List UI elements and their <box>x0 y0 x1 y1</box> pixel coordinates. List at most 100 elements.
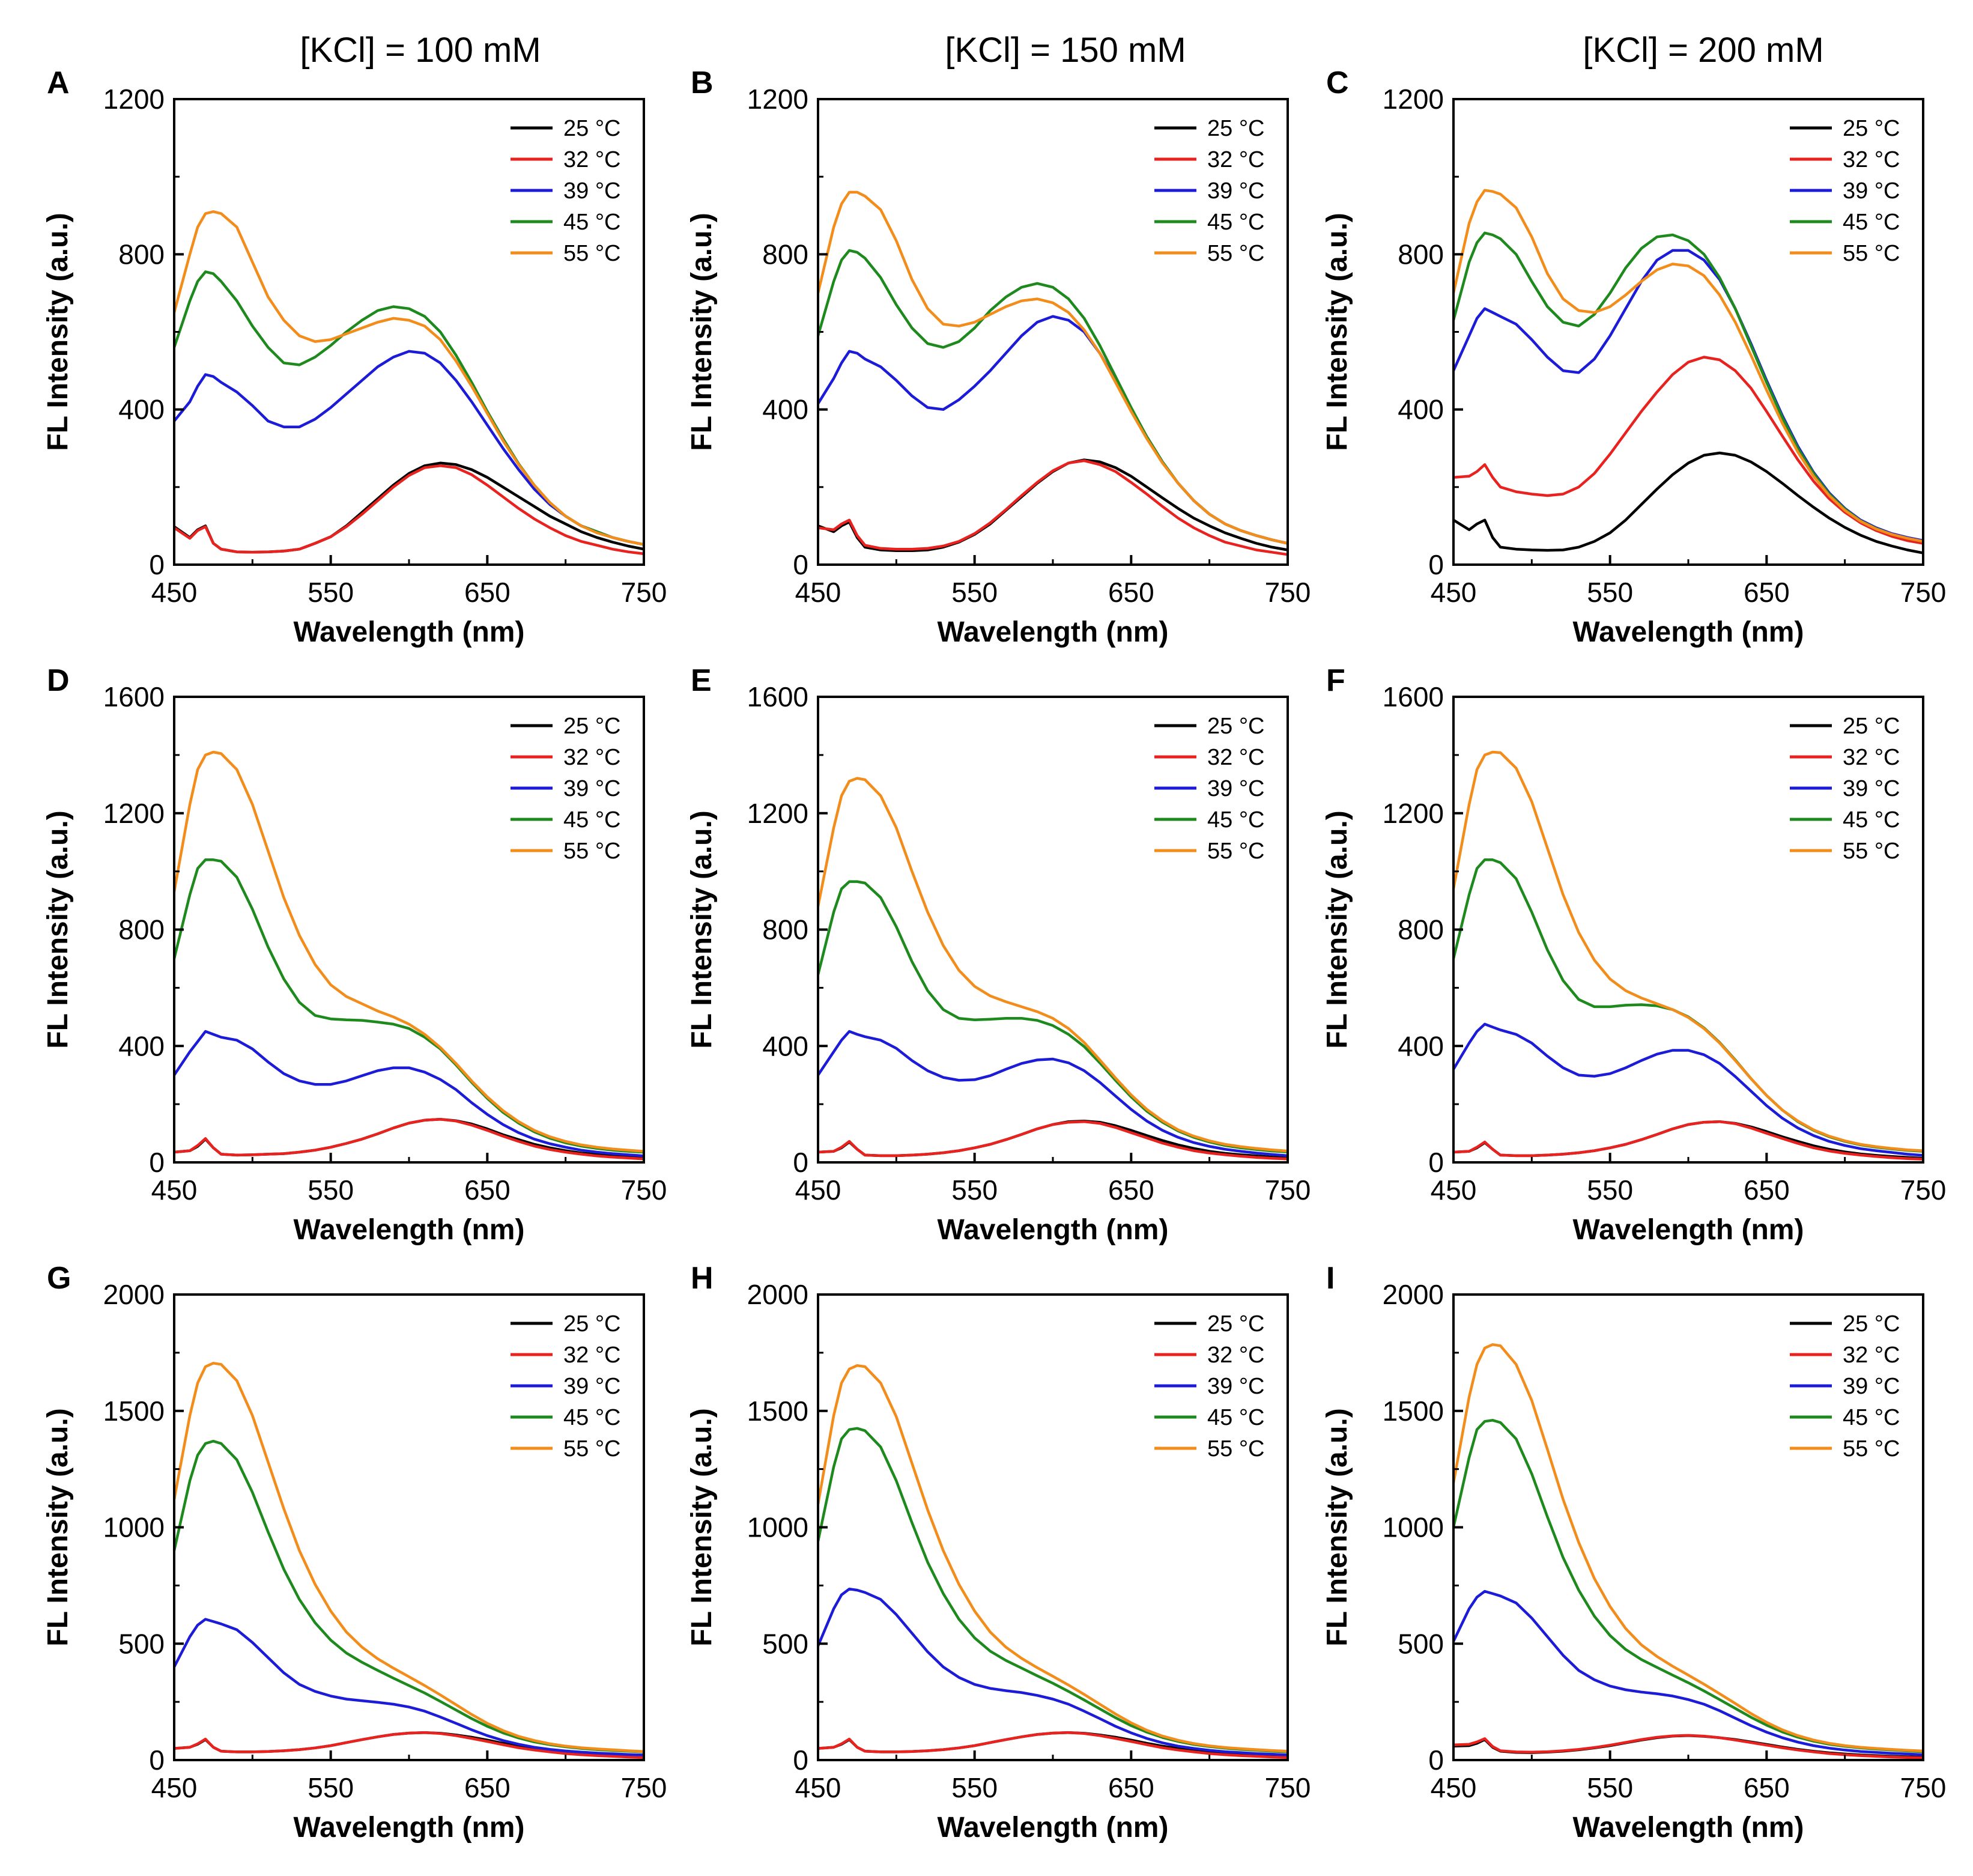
panel-a: A 450 550 650 750 0 400 800 1200 Wavelength (nm) F… <box>42 65 667 648</box>
legend-label: 39 °C <box>563 1374 620 1399</box>
x-axis-title: Wavelength (nm) <box>938 1812 1169 1844</box>
y-tick-label: 1500 <box>1383 1395 1444 1427</box>
y-tick-label: 1500 <box>747 1395 808 1427</box>
legend: 25 °C 32 °C 39 °C 45 °C 55 °C <box>1154 714 1264 864</box>
y-tick-label: 400 <box>762 1030 808 1061</box>
x-tick-label: 650 <box>464 1772 511 1803</box>
series-line-32c <box>173 464 644 556</box>
y-tick-label: 1600 <box>1383 681 1444 712</box>
legend-label: 25 °C <box>1207 714 1264 739</box>
panel-b: B 450 550 650 750 0 400 800 1200 Wavelength (nm) F… <box>686 65 1311 648</box>
legend-label: 32 °C <box>1843 745 1900 770</box>
y-tick-label: 2000 <box>103 1279 165 1310</box>
series-line-55c <box>1452 1343 1924 1753</box>
legend-label: 32 °C <box>1843 147 1900 172</box>
legend: 25 °C 32 °C 39 °C 45 °C 55 °C <box>1790 116 1900 266</box>
series-line-39c <box>173 1618 644 1756</box>
y-tick-label: 0 <box>793 1147 808 1178</box>
series-line-55c <box>1452 750 1924 1152</box>
series-line-55c <box>816 190 1288 545</box>
legend-label: 32 °C <box>563 1343 620 1368</box>
y-tick-label: 1500 <box>103 1395 165 1427</box>
panel-f: F 450 550 650 750 0 400 800 1200 1600 Wavelength (… <box>1321 663 1946 1246</box>
series-line-32c <box>174 1118 644 1161</box>
y-axis-title: FL Intensity (a.u.) <box>1321 213 1353 451</box>
y-tick-label: 400 <box>118 1030 165 1061</box>
legend-label: 32 °C <box>563 745 620 770</box>
column-header-3: [KCl] = 200 mM <box>1583 31 1823 70</box>
x-axis-title: Wavelength (nm) <box>294 1214 525 1246</box>
x-axis-title: Wavelength (nm) <box>938 616 1169 648</box>
legend: 25 °C 32 °C 39 °C 45 °C 55 °C <box>1154 116 1264 266</box>
x-tick-label: 650 <box>464 1174 511 1206</box>
legend: 25 °C 32 °C 39 °C 45 °C 55 °C <box>1790 714 1900 864</box>
legend-label: 55 °C <box>563 241 620 266</box>
y-axis-title: FL Intensity (a.u.) <box>686 1408 718 1646</box>
y-tick-label: 800 <box>1398 914 1444 946</box>
legend-label: 45 °C <box>1207 807 1264 833</box>
y-tick-label: 400 <box>1398 394 1444 425</box>
legend: 25 °C 32 °C 39 °C 45 °C 55 °C <box>511 116 620 266</box>
panel-i: I 450 550 650 750 0 500 1000 1500 2000 Wavelength … <box>1321 1261 1946 1844</box>
legend-label: 45 °C <box>563 807 620 833</box>
panel-e: E 450 550 650 750 0 400 800 1200 1600 Wavelength (… <box>686 663 1311 1246</box>
y-tick-label: 0 <box>1428 549 1444 580</box>
legend-label: 39 °C <box>1207 776 1264 801</box>
series-line-32c <box>817 1120 1288 1161</box>
column-header-1: [KCl] = 100 mM <box>300 31 541 70</box>
series-line-55c <box>172 750 644 1153</box>
legend-label: 39 °C <box>1843 776 1900 801</box>
x-tick-label: 550 <box>308 1174 354 1206</box>
x-tick-label: 750 <box>621 1772 667 1803</box>
legend-label: 39 °C <box>563 776 620 801</box>
y-tick-label: 800 <box>1398 238 1444 270</box>
legend-label: 55 °C <box>1843 839 1900 864</box>
panel-letter: C <box>1326 65 1349 100</box>
y-tick-label: 0 <box>1428 1744 1444 1776</box>
legend: 25 °C 32 °C 39 °C 45 °C 55 °C <box>1790 1311 1900 1462</box>
legend-label: 55 °C <box>563 1436 620 1462</box>
legend-label: 39 °C <box>1207 178 1264 204</box>
y-tick-label: 1600 <box>103 681 165 712</box>
legend-label: 55 °C <box>1207 839 1264 864</box>
panel-letter: G <box>47 1261 71 1296</box>
panel-letter: A <box>47 65 70 100</box>
x-tick-label: 550 <box>1587 577 1633 608</box>
x-axis-title: Wavelength (nm) <box>1573 616 1804 648</box>
y-axis-title: FL Intensity (a.u.) <box>42 213 74 451</box>
legend-label: 25 °C <box>1843 1311 1900 1337</box>
x-axis-title: Wavelength (nm) <box>294 616 525 648</box>
column-header-2: [KCl] = 150 mM <box>945 31 1186 70</box>
series-line-55c <box>816 777 1288 1153</box>
y-tick-label: 800 <box>118 238 165 270</box>
y-tick-label: 1200 <box>103 83 165 115</box>
series-line-25c <box>1452 451 1924 554</box>
series-line-32c <box>174 1731 644 1759</box>
y-tick-label: 2000 <box>747 1279 808 1310</box>
y-tick-label: 0 <box>1428 1147 1444 1178</box>
panel-letter: E <box>691 663 712 698</box>
legend-label: 45 °C <box>1843 807 1900 833</box>
y-axis-title: FL Intensity (a.u.) <box>1321 1408 1353 1646</box>
y-axis-title: FL Intensity (a.u.) <box>686 810 718 1048</box>
x-tick-label: 550 <box>951 577 998 608</box>
x-tick-label: 450 <box>1431 1174 1477 1206</box>
y-axis-title: FL Intensity (a.u.) <box>1321 810 1353 1048</box>
x-tick-label: 750 <box>621 1174 667 1206</box>
y-tick-label: 0 <box>793 1744 808 1776</box>
y-tick-label: 1200 <box>747 83 808 115</box>
x-axis-title: Wavelength (nm) <box>1573 1812 1804 1844</box>
y-tick-label: 1200 <box>747 798 808 829</box>
x-tick-label: 650 <box>464 577 511 608</box>
legend-label: 32 °C <box>1207 745 1264 770</box>
series-line-39c <box>817 1030 1288 1158</box>
series-line-39c <box>816 1587 1288 1756</box>
x-tick-label: 750 <box>1265 1772 1311 1803</box>
panel-letter: B <box>691 65 714 100</box>
legend-label: 32 °C <box>563 147 620 172</box>
x-tick-label: 750 <box>1265 577 1311 608</box>
x-tick-label: 650 <box>1108 1174 1154 1206</box>
legend-label: 32 °C <box>1207 1343 1264 1368</box>
y-axis-title: FL Intensity (a.u.) <box>42 1408 74 1646</box>
